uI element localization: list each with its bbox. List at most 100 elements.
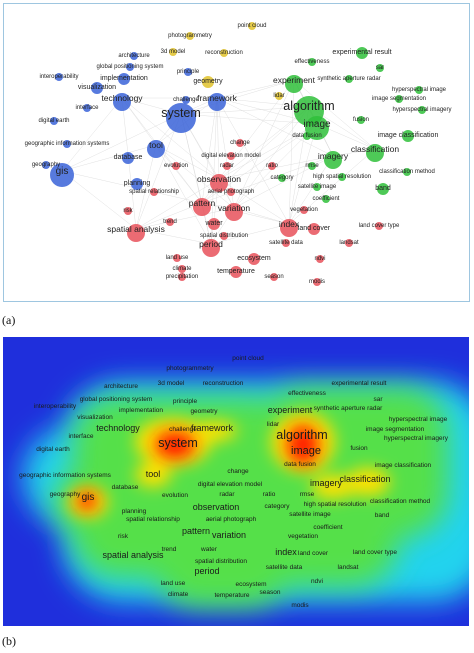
term-label-land-cover: land cover xyxy=(298,225,331,232)
node-evolution xyxy=(172,162,180,170)
term-label-evolution: evolution xyxy=(164,163,188,169)
node-geometry xyxy=(202,76,214,88)
term-label-temperature: temperature xyxy=(217,268,255,275)
link xyxy=(135,178,220,230)
link xyxy=(61,113,182,172)
term-label-satellite-image: satellite image xyxy=(298,184,337,190)
density-term-data-fusion: data fusion xyxy=(284,461,316,468)
term-label-effectiveness: effectiveness xyxy=(295,59,330,65)
term-label-category: category xyxy=(270,175,293,181)
node-effectiveness xyxy=(308,58,316,66)
link xyxy=(218,106,310,180)
term-label-hyperspectral-imagery: hyperspectral imagery xyxy=(392,107,451,113)
term-label-variation: variation xyxy=(218,203,250,213)
density-term-interface: interface xyxy=(69,433,94,440)
density-term-global-positioning-system: global positioning system xyxy=(80,396,153,403)
density-term-radar: radar xyxy=(219,491,235,498)
node-point-cloud xyxy=(248,22,256,30)
link-layer xyxy=(61,79,376,245)
caption-b: (b) xyxy=(2,634,16,648)
density-term-land-use: land use xyxy=(161,580,186,587)
network-visualization-panel: point cloud photogrammetry 3d model reconst… xyxy=(3,3,470,302)
density-term-visualization: visualization xyxy=(77,414,113,421)
term-label-fusion: fusion xyxy=(353,117,369,123)
link xyxy=(233,79,295,209)
link xyxy=(155,144,203,204)
term-label-satellite-data: satellite data xyxy=(269,240,303,246)
density-peak xyxy=(287,425,319,465)
density-term-3d-model: 3d model xyxy=(158,380,185,387)
link xyxy=(201,202,290,225)
node-lidar xyxy=(275,92,283,100)
density-term-band: band xyxy=(375,512,390,519)
node-period xyxy=(202,239,220,257)
node-climate xyxy=(178,265,186,273)
density-term-lidar: lidar xyxy=(267,421,280,428)
density-term-system: system xyxy=(158,436,198,450)
density-term-spatial-distribution: spatial distribution xyxy=(195,558,247,565)
node-observation xyxy=(210,174,228,192)
link xyxy=(288,155,334,225)
term-label-pattern: pattern xyxy=(189,198,216,208)
density-term-rmse: rmse xyxy=(300,491,315,498)
node-geographic-information-systems xyxy=(63,140,71,148)
term-label-modis: modis xyxy=(309,279,325,285)
term-label-geometry: geometry xyxy=(193,78,223,85)
term-label-geographic-information-systems: geographic information systems xyxy=(25,141,110,147)
node-image xyxy=(305,116,329,140)
term-label-sar: sar xyxy=(376,65,384,71)
node-3d-model xyxy=(169,48,177,56)
density-term-geographic-information-systems: geographic information systems xyxy=(19,472,112,479)
node-satellite-data xyxy=(282,239,290,247)
term-label-water: water xyxy=(204,220,223,227)
density-term-classification: classification xyxy=(339,474,390,484)
term-label-framework: framework xyxy=(197,93,237,103)
density-hotspot xyxy=(311,475,355,499)
density-term-technology: technology xyxy=(96,423,140,433)
link xyxy=(135,113,182,230)
term-label-spatial-distribution: spatial distribution xyxy=(200,233,248,239)
density-term-hyperspectral-imagery: hyperspectral imagery xyxy=(384,435,449,442)
node-risk xyxy=(124,207,132,215)
density-term-satellite-image: satellite image xyxy=(289,511,331,518)
density-term-classification-method: classification method xyxy=(370,498,431,505)
density-term-image: image xyxy=(291,445,321,457)
density-term-tool: tool xyxy=(146,469,161,479)
density-term-planning: planning xyxy=(122,508,147,515)
term-label-index: index xyxy=(279,219,300,229)
term-label-landsat: landsat xyxy=(339,240,359,246)
density-term-climate: climate xyxy=(168,591,189,598)
density-term-point-cloud: point cloud xyxy=(232,355,264,362)
link xyxy=(135,228,212,245)
term-label-geography: geography xyxy=(32,162,60,168)
link xyxy=(293,79,376,150)
term-label-principle: principle xyxy=(177,69,200,75)
term-label-observation: observation xyxy=(197,174,241,184)
node-land-cover-type xyxy=(375,222,383,230)
density-term-image-classification: image classification xyxy=(375,462,432,469)
node-ratio xyxy=(268,162,276,170)
node-modis xyxy=(313,278,321,286)
term-label-classification: classification xyxy=(351,144,399,154)
density-hotspot xyxy=(193,421,237,441)
node-temperature xyxy=(230,266,242,278)
term-label-land-use: land use xyxy=(166,255,189,261)
link xyxy=(61,170,137,230)
node-implementation xyxy=(118,73,130,85)
node-season xyxy=(270,273,278,281)
node-hyperspectral-image xyxy=(415,86,423,94)
term-label-band: band xyxy=(375,185,391,192)
node-aerial-photograph xyxy=(227,188,235,196)
term-label-imagery: imagery xyxy=(318,151,349,161)
node-fusion xyxy=(357,116,365,124)
link xyxy=(216,97,220,180)
node-interoperability xyxy=(55,73,63,81)
node-data-fusion xyxy=(303,132,311,140)
node-imagery xyxy=(324,151,342,169)
density-term-change: change xyxy=(227,468,249,475)
density-map: point cloud photogrammetry 3d model reconst… xyxy=(3,337,469,626)
node-photogrammetry xyxy=(186,32,194,40)
node-land-cover xyxy=(308,223,320,235)
term-label-data-fusion: data fusion xyxy=(292,133,321,139)
density-region xyxy=(153,477,293,607)
